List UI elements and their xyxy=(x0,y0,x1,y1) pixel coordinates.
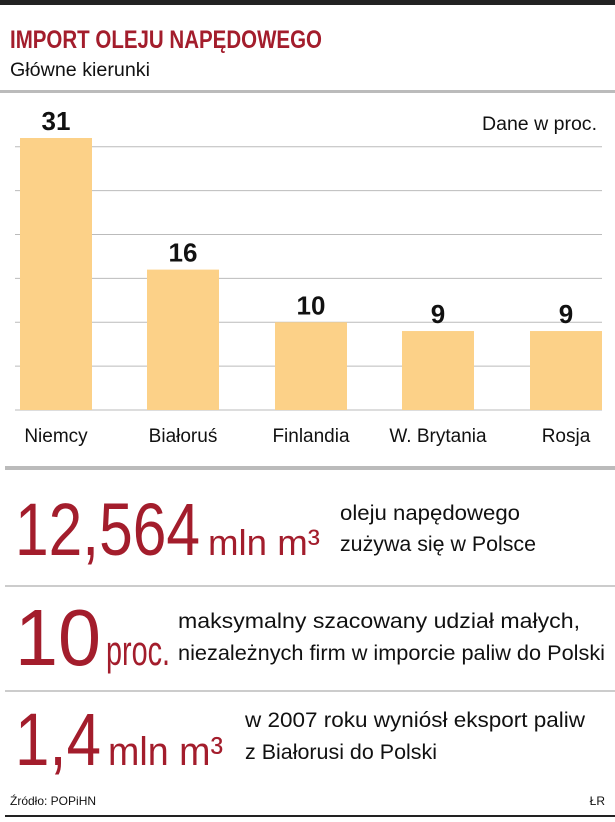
stat-unit: mln m³ xyxy=(208,522,320,563)
rule xyxy=(5,585,615,587)
value-label: 9 xyxy=(431,299,445,329)
value-label: 31 xyxy=(42,106,71,136)
bottom-rule xyxy=(5,815,615,817)
value-label: 10 xyxy=(297,290,326,320)
stat-value: 1,4 xyxy=(15,698,101,781)
stat-text: maksymalny szacowany udział małych, xyxy=(178,610,580,633)
stat-text: z Białorusi do Polski xyxy=(245,741,437,764)
bar xyxy=(275,322,347,410)
title: IMPORT OLEJU NAPĘDOWEGO xyxy=(10,26,322,54)
bar xyxy=(147,269,219,410)
rule xyxy=(5,690,615,692)
x-tick-label: Niemcy xyxy=(24,426,88,447)
value-label: 16 xyxy=(169,238,198,268)
bar xyxy=(530,331,602,410)
stat-unit: mln m³ xyxy=(108,730,223,774)
x-tick-label: Finlandia xyxy=(272,426,350,447)
x-tick-label: Białoruś xyxy=(149,426,218,447)
x-tick-label: W. Brytania xyxy=(389,426,487,447)
stat-unit: proc. xyxy=(106,627,170,674)
note: Dane w proc. xyxy=(482,114,597,135)
stat-text: zużywa się w Polsce xyxy=(340,533,536,556)
subtitle: Główne kierunki xyxy=(10,60,150,81)
stat-value: 10 xyxy=(15,593,101,682)
bar xyxy=(20,138,92,410)
value-label: 9 xyxy=(559,299,573,329)
rule xyxy=(0,90,615,93)
x-tick-label: Rosja xyxy=(542,426,591,447)
stat-text: oleju napędowego xyxy=(340,502,520,525)
stat-text: w 2007 roku wyniósł eksport paliw xyxy=(244,709,586,732)
stat-text: niezależnych firm w imporcie paliw do Po… xyxy=(178,642,605,665)
source: Źródło: POPiHN xyxy=(10,793,96,808)
rule xyxy=(5,466,615,470)
bar xyxy=(402,331,474,410)
stat-value: 12,564 xyxy=(15,488,200,571)
top-rule xyxy=(0,0,615,5)
author: ŁR xyxy=(590,794,606,808)
